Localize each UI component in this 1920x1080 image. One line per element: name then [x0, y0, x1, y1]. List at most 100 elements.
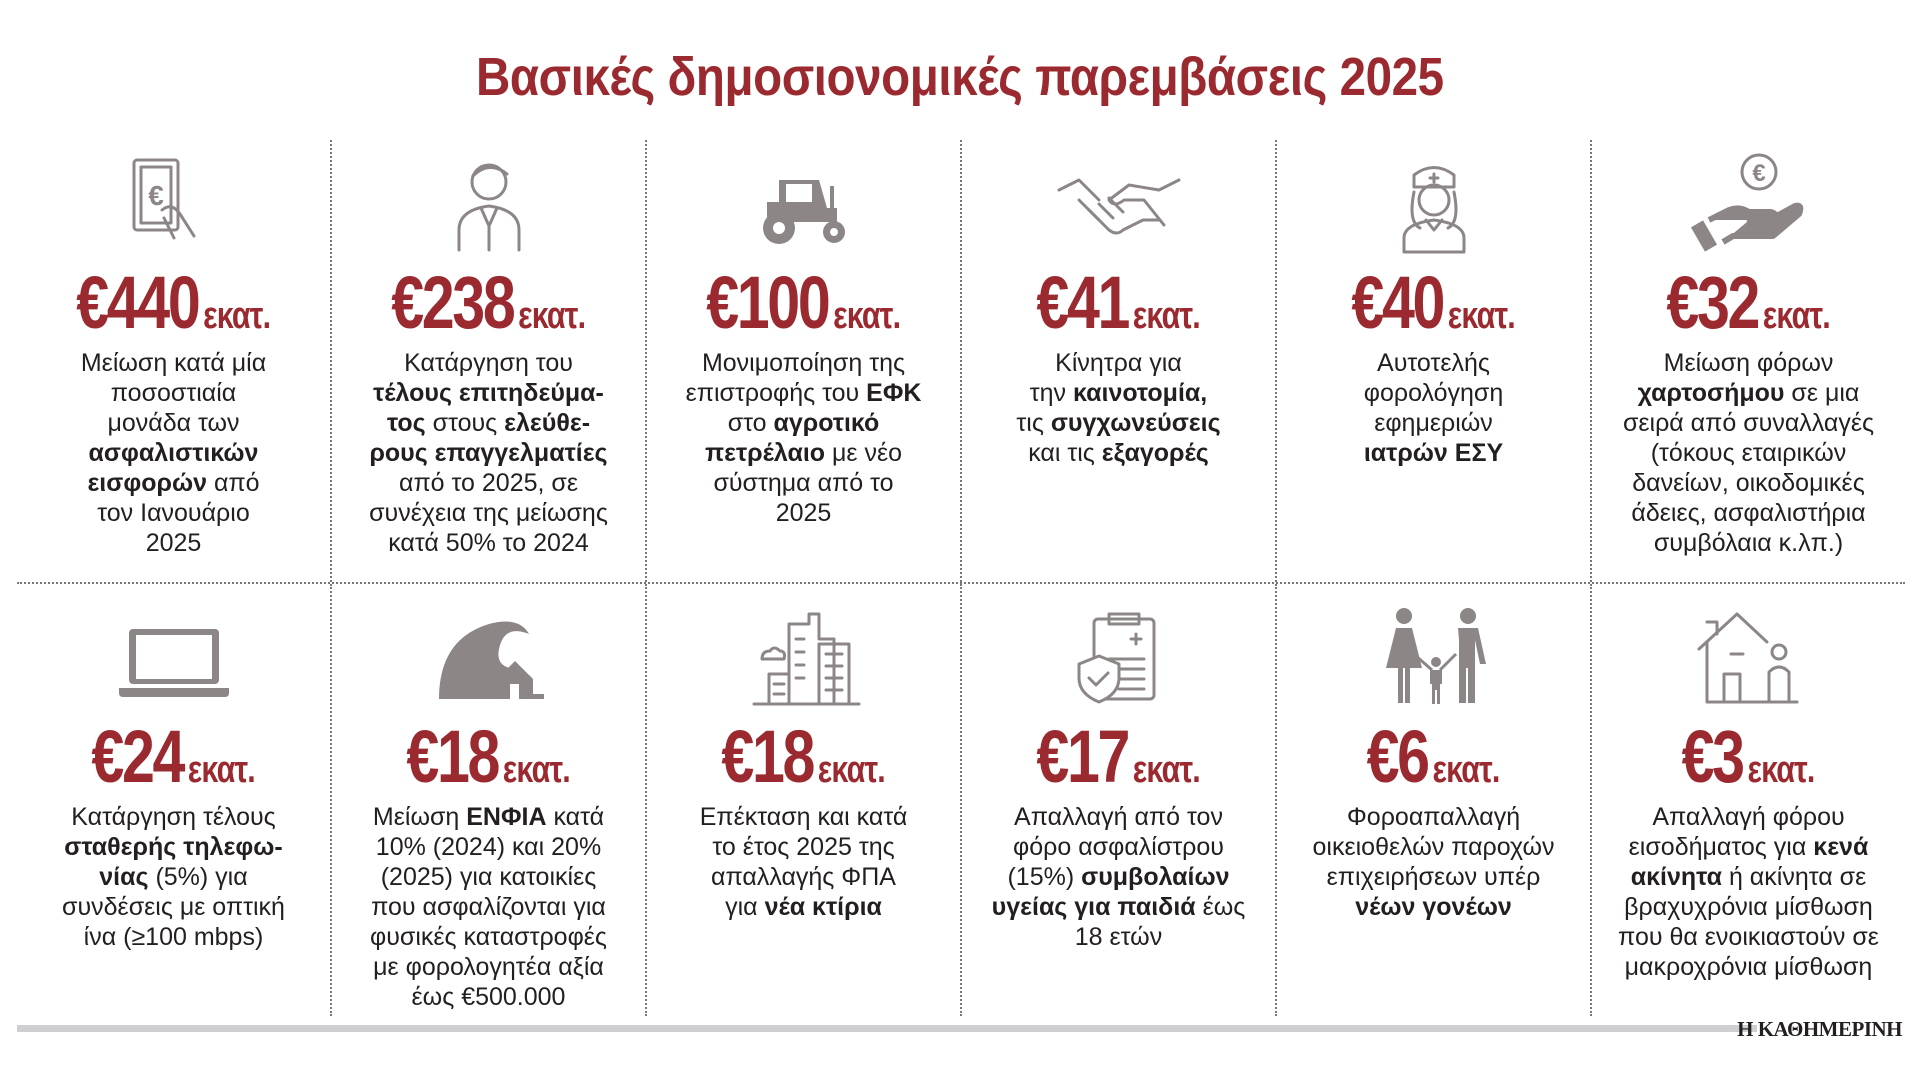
text-segment: Μείωση φόρων	[1663, 349, 1834, 377]
footer-divider	[17, 1025, 1757, 1032]
measure-card: €18 εκατ. Μείωση ΕΝΦΙΑ κατά 10% (2024) και…	[330, 584, 645, 1016]
amount: €3 εκατ.	[1665, 714, 1831, 794]
description: Κατάργηση του τέλους επιτηδεύμα-τος στους…	[369, 348, 608, 558]
buildings-icon	[734, 604, 874, 714]
text-segment: άδειες, ασφαλιστήρια	[1631, 499, 1866, 527]
text-line: οικειοθελών παροχών	[1313, 832, 1555, 862]
bold-text: πετρέλαιο	[704, 439, 826, 467]
text-segment: Μονιμοποίηση της	[701, 349, 906, 377]
text-segment: εφημεριών	[1374, 409, 1493, 437]
bold-text: ακίνητα	[1630, 863, 1723, 891]
amount: €100 εκατ.	[682, 260, 924, 340]
text-segment: και τις	[1028, 439, 1102, 467]
text-line: επιστροφής του ΕΦΚ	[686, 378, 922, 408]
bold-text: αγροτικό	[773, 409, 880, 437]
description: Μείωση φόρων χαρτοσήμου σε μια σειρά από σ…	[1623, 348, 1874, 558]
bold-text: σταθερής τηλεφω-	[64, 833, 283, 861]
amount-value: €3	[1682, 715, 1745, 798]
text-segment: επιχειρήσεων υπέρ	[1326, 863, 1541, 891]
text-segment: που ασφαλίζονται για	[371, 893, 606, 921]
bold-text: νέων γονέων	[1355, 893, 1512, 921]
bold-text: ιατρών ΕΣΥ	[1363, 439, 1504, 467]
text-line: συνδέσεις με οπτική	[62, 892, 285, 922]
measure-card: €18 εκατ. Επέκταση και κατά το έτος 2025 τ…	[645, 584, 960, 1016]
text-segment: σειρά από συναλλαγές	[1622, 409, 1875, 437]
text-line: ακίνητα ή ακίνητα σε	[1618, 862, 1879, 892]
amount-value: €100	[706, 261, 831, 344]
text-segment: 2025	[775, 499, 832, 527]
bold-text: νίας	[99, 863, 149, 891]
text-line: Απαλλαγή φόρου	[1618, 802, 1879, 832]
description: Κατάργηση τέλους σταθερής τηλεφω-νίας (5%…	[62, 802, 285, 952]
page-title: Βασικές δημοσιονομικές παρεμβάσεις 2025	[0, 46, 1920, 108]
text-line: τος στους ελεύθε-	[369, 408, 608, 438]
amount-unit: εκατ.	[1747, 749, 1816, 791]
text-segment: σε μια	[1784, 379, 1860, 407]
text-segment: στους	[425, 409, 505, 437]
description: Αυτοτελής φορολόγηση εφημεριών ιατρών ΕΣΥ	[1364, 348, 1504, 468]
text-segment: Κατάργηση του	[404, 349, 573, 377]
amount: €18 εκατ.	[701, 714, 905, 794]
amount: €40 εκατ.	[1331, 260, 1535, 340]
amount-unit: εκατ.	[1763, 295, 1831, 337]
text-segment: έως €500.000	[411, 983, 566, 1011]
text-line: Κίνητρα για	[1016, 348, 1220, 378]
description: Απαλλαγή από τον φόρο ασφαλίστρου (15%) συ…	[992, 802, 1246, 952]
text-line: Μείωση κατά μία	[81, 348, 266, 378]
bold-text: ΕΝΦΙΑ	[466, 803, 547, 831]
measures-grid: € €440 εκατ. Μείωση κατά μία ποσοστιαία μον…	[17, 140, 1905, 1016]
amount-unit: εκατ.	[833, 295, 901, 337]
text-line: εισοδήματος για κενά	[1618, 832, 1879, 862]
measure-card: €3 εκατ. Απαλλαγή φόρου εισοδήματος για κε…	[1590, 584, 1905, 1016]
text-segment: από το 2025, σε	[398, 469, 578, 497]
amount-unit: εκατ.	[818, 749, 886, 791]
text-line: ασφαλιστικών	[81, 438, 266, 468]
text-segment: 18 ετών	[1074, 923, 1163, 951]
text-segment: ποσοστιαία	[110, 379, 237, 407]
text-line: Μείωση ΕΝΦΙΑ κατά	[370, 802, 607, 832]
text-line: φυσικές καταστροφές	[370, 922, 607, 952]
text-segment: οικειοθελών παροχών	[1312, 833, 1555, 861]
bold-text: εισφορών	[87, 469, 207, 497]
handshake-icon	[1049, 150, 1189, 260]
row-1: € €440 εκατ. Μείωση κατά μία ποσοστιαία μον…	[17, 140, 1905, 582]
text-segment: για	[725, 893, 765, 921]
bold-text: καινοτομία,	[1073, 379, 1208, 407]
amount: €6 εκατ.	[1350, 714, 1516, 794]
text-segment: φόρο ασφαλίστρου	[1013, 833, 1224, 861]
text-segment: σύστημα από το	[713, 469, 894, 497]
text-line: Μείωση φόρων	[1623, 348, 1874, 378]
amount-value: €6	[1367, 715, 1430, 798]
house-person-icon	[1679, 604, 1819, 714]
amount: €238 εκατ.	[367, 260, 609, 340]
text-line: 2025	[81, 528, 266, 558]
family-icon	[1364, 604, 1504, 714]
text-line: άδειες, ασφαλιστήρια	[1623, 498, 1874, 528]
text-line: Απαλλαγή από τον	[992, 802, 1246, 832]
text-line: τον Ιανουάριο	[81, 498, 266, 528]
text-segment: (15%)	[1007, 863, 1082, 891]
amount: €24 εκατ.	[71, 714, 275, 794]
text-line: Κατάργηση τέλους	[62, 802, 285, 832]
text-segment: Απαλλαγή από τον	[1014, 803, 1223, 831]
bold-text: ελεύθε-	[504, 409, 591, 437]
text-line: νίας (5%) για	[62, 862, 285, 892]
text-segment: 2025	[145, 529, 202, 557]
amount: €32 εκατ.	[1646, 260, 1850, 340]
text-segment: συνέχεια της μείωσης	[369, 499, 608, 527]
text-line: νέων γονέων	[1313, 892, 1555, 922]
text-line: τέλους επιτηδεύμα-	[369, 378, 608, 408]
text-line: συμβόλαια κ.λπ.)	[1623, 528, 1874, 558]
text-segment: έως	[1195, 893, 1246, 921]
text-segment: ή ακίνητα σε	[1722, 863, 1867, 891]
description: Μείωση κατά μία ποσοστιαία μονάδα των ασφαλ…	[81, 348, 266, 558]
text-line: από το 2025, σε	[369, 468, 608, 498]
text-segment: Μείωση	[372, 803, 467, 831]
euro-banknote-hand-icon: €	[104, 150, 244, 260]
text-line: έως €500.000	[370, 982, 607, 1012]
measure-card: €17 εκατ. Απαλλαγή από τον φόρο ασφαλίστρο…	[960, 584, 1275, 1016]
title-text: Βασικές δημοσιονομικές παρεμβάσεις 2025	[476, 47, 1444, 107]
description: Μείωση ΕΝΦΙΑ κατά 10% (2024) και 20% (2025…	[370, 802, 607, 1012]
measure-card: €100 εκατ. Μονιμοποίηση της επιστροφής του…	[645, 140, 960, 582]
text-segment: από	[207, 469, 260, 497]
